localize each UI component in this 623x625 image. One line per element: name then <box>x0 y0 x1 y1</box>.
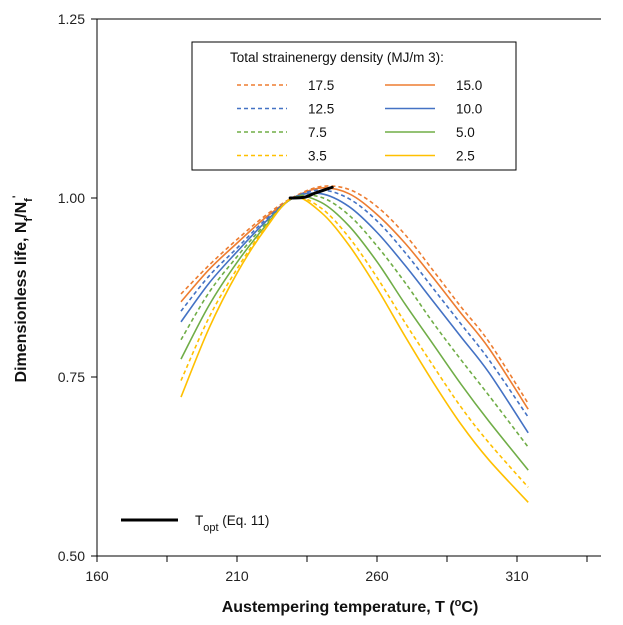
legend-label-15-0: 15.0 <box>456 78 482 93</box>
legend-label-3-5: 3.5 <box>308 149 327 164</box>
y-tick-label: 0.50 <box>58 548 85 564</box>
series-layer <box>180 185 529 503</box>
series-line-15-0 <box>180 187 529 410</box>
x-tick-label: 210 <box>225 568 249 584</box>
y-tick-label: 1.25 <box>58 11 85 27</box>
series-line-3-5 <box>180 196 529 488</box>
legend-label-17-5: 17.5 <box>308 78 334 93</box>
series-line-12-5 <box>180 189 529 418</box>
topt-line <box>288 185 334 200</box>
y-axis: 0.50 0.75 1.00 1.25 <box>58 11 97 564</box>
x-axis-title: Austempering temperature, T (oC) <box>222 597 479 616</box>
series-line-7-5 <box>180 194 529 448</box>
series-line-17-5 <box>180 185 529 404</box>
series-line-2-5 <box>180 196 529 503</box>
topt-legend: Topt (Eq. 11) <box>121 513 269 534</box>
x-axis: 160 210 260 310 <box>85 556 588 584</box>
legend-label-5-0: 5.0 <box>456 125 475 140</box>
legend-box <box>191 41 517 171</box>
x-tick-label: 260 <box>365 568 389 584</box>
x-tick-label: 160 <box>85 568 109 584</box>
series-line-5-0 <box>180 195 529 471</box>
y-axis-title: Dimensionless life, Nf/Nf' <box>11 195 35 382</box>
legend-title: Total strainenergy density (MJ/m 3): <box>230 50 444 65</box>
legend-label-10-0: 10.0 <box>456 102 482 117</box>
legend-label-2-5: 2.5 <box>456 149 475 164</box>
legend-label-7-5: 7.5 <box>308 125 327 140</box>
legend-label-12-5: 12.5 <box>308 102 334 117</box>
legend-entries: 17.5 15.0 12.5 10.0 7.5 5.0 3.5 2.5 <box>237 78 482 164</box>
y-tick-label: 1.00 <box>58 190 85 206</box>
y-tick-label: 0.75 <box>58 369 85 385</box>
series-line-10-0 <box>180 192 529 434</box>
x-tick-label: 310 <box>505 568 529 584</box>
topt-legend-label: Topt (Eq. 11) <box>195 513 269 534</box>
topt-layer <box>288 185 334 200</box>
